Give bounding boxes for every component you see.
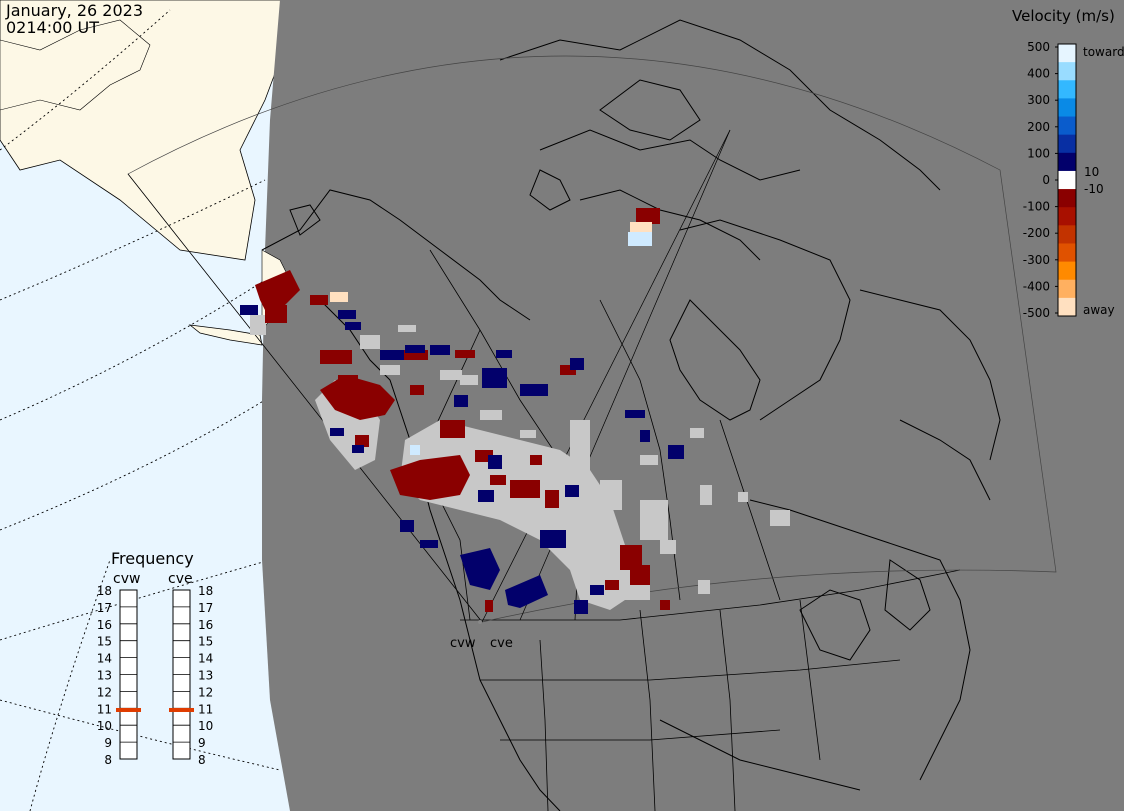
velocity-tick-label: 300	[1027, 93, 1050, 107]
political-boundaries	[419, 249, 961, 811]
frequency-radar-cve: cve	[168, 571, 193, 587]
frequency-tick-label: 12	[198, 685, 213, 699]
velocity-colorbar	[1057, 43, 1077, 317]
frequency-tick-label: 16	[97, 618, 112, 632]
colorbar-segment-4	[1058, 116, 1076, 136]
cvw-site-marker	[478, 620, 482, 624]
frequency-tick-label: 14	[198, 652, 213, 666]
colorbar-segment-3	[1058, 98, 1076, 118]
frequency-tick-label: 9	[104, 736, 112, 750]
colorbar-segment-14	[1058, 297, 1076, 317]
frequency-tick-label: 11	[97, 702, 112, 716]
latitude-grid	[0, 9, 281, 811]
cve-site-label: cve	[490, 636, 513, 651]
velocity-tick-label: -400	[1023, 279, 1050, 293]
frequency-scales: 18 17 16 15 14 13 12 11 10 9 8 18 17 16 15 14 13 12 11 10 9 8	[97, 584, 214, 767]
frequency-tick-label: 13	[97, 669, 112, 683]
frequency-tick-label: 8	[104, 753, 112, 767]
velocity-cells-light	[330, 222, 652, 455]
frequency-tick-label: 14	[97, 652, 112, 666]
colorbar-segment-1	[1058, 62, 1076, 81]
cvw-site-label: cvw	[450, 636, 476, 651]
colorbar-segment-6	[1058, 152, 1076, 172]
frequency-marker	[169, 707, 194, 712]
frequency-tick-label: 18	[198, 584, 213, 598]
velocity-tick-label: 400	[1027, 67, 1050, 81]
colorbar-segment-2	[1058, 80, 1076, 99]
colorbar-segment-0	[1058, 44, 1076, 63]
frequency-tick-label: 15	[97, 635, 112, 649]
frequency-tick-label: 15	[198, 635, 213, 649]
velocity-tick-label: -500	[1023, 306, 1050, 320]
colorbar-segment-5	[1058, 134, 1076, 154]
velocity-tick-label: -300	[1023, 253, 1050, 267]
bering-coast	[0, 19, 151, 111]
velocity-tick-label: -200	[1023, 226, 1050, 240]
frequency-radar-cvw: cvw	[113, 571, 140, 587]
legend-inner-pos: 10	[1084, 165, 1099, 179]
frequency-tick-label: 13	[198, 669, 213, 683]
frequency-tick-label: 10	[97, 719, 112, 733]
frequency-tick-label: 12	[97, 685, 112, 699]
frequency-tick-label: 8	[198, 753, 206, 767]
legend-away-label: away	[1083, 303, 1115, 317]
frequency-tick-label: 17	[198, 601, 213, 615]
frequency-tick-label: 18	[97, 584, 112, 598]
frequency-title: Frequency	[111, 549, 194, 568]
colorbar-segment-7	[1058, 170, 1076, 190]
colorbar-segment-9	[1058, 207, 1076, 226]
frequency-marker	[116, 707, 141, 712]
colorbar-segment-13	[1058, 279, 1076, 299]
velocity-tick-label: 200	[1027, 120, 1050, 134]
velocity-tick-label: -100	[1023, 200, 1050, 214]
colorbar-segment-11	[1058, 243, 1076, 263]
frequency-tick-label: 17	[97, 601, 112, 615]
colorbar-segment-8	[1058, 189, 1076, 208]
date-label: January, 26 2023	[5, 1, 143, 20]
colorbar-segment-12	[1058, 261, 1076, 281]
legend-inner-neg: -10	[1084, 182, 1104, 196]
alaska-peninsula	[188, 324, 263, 346]
legend-title: Velocity (m/s)	[1012, 7, 1115, 25]
velocity-tick-label: 100	[1027, 146, 1050, 160]
time-label: 0214:00 UT	[6, 18, 99, 37]
frequency-tick-label: 16	[198, 618, 213, 632]
velocity-tick-label: 0	[1042, 173, 1050, 187]
velocity-legend: Velocity (m/s) 500 400 300 200 100 0 -100 -200 -…	[1012, 7, 1124, 320]
frequency-tick-label: 10	[198, 719, 213, 733]
frequency-panel: Frequency cvw cve 1817161514131211109818…	[97, 549, 214, 767]
night-shadow	[262, 0, 1124, 811]
toward-scatter	[240, 305, 684, 614]
colorbar-segment-10	[1058, 225, 1076, 244]
frequency-tick-label: 9	[198, 736, 206, 750]
velocity-tick-label: 500	[1027, 40, 1050, 54]
legend-toward-label: toward	[1083, 45, 1124, 59]
frequency-tick-label: 11	[198, 702, 213, 716]
away-scatter	[255, 208, 670, 612]
velocity-tick-labels: 500 400 300 200 100 0 -100 -200 -300 -400 -500	[1023, 40, 1058, 320]
